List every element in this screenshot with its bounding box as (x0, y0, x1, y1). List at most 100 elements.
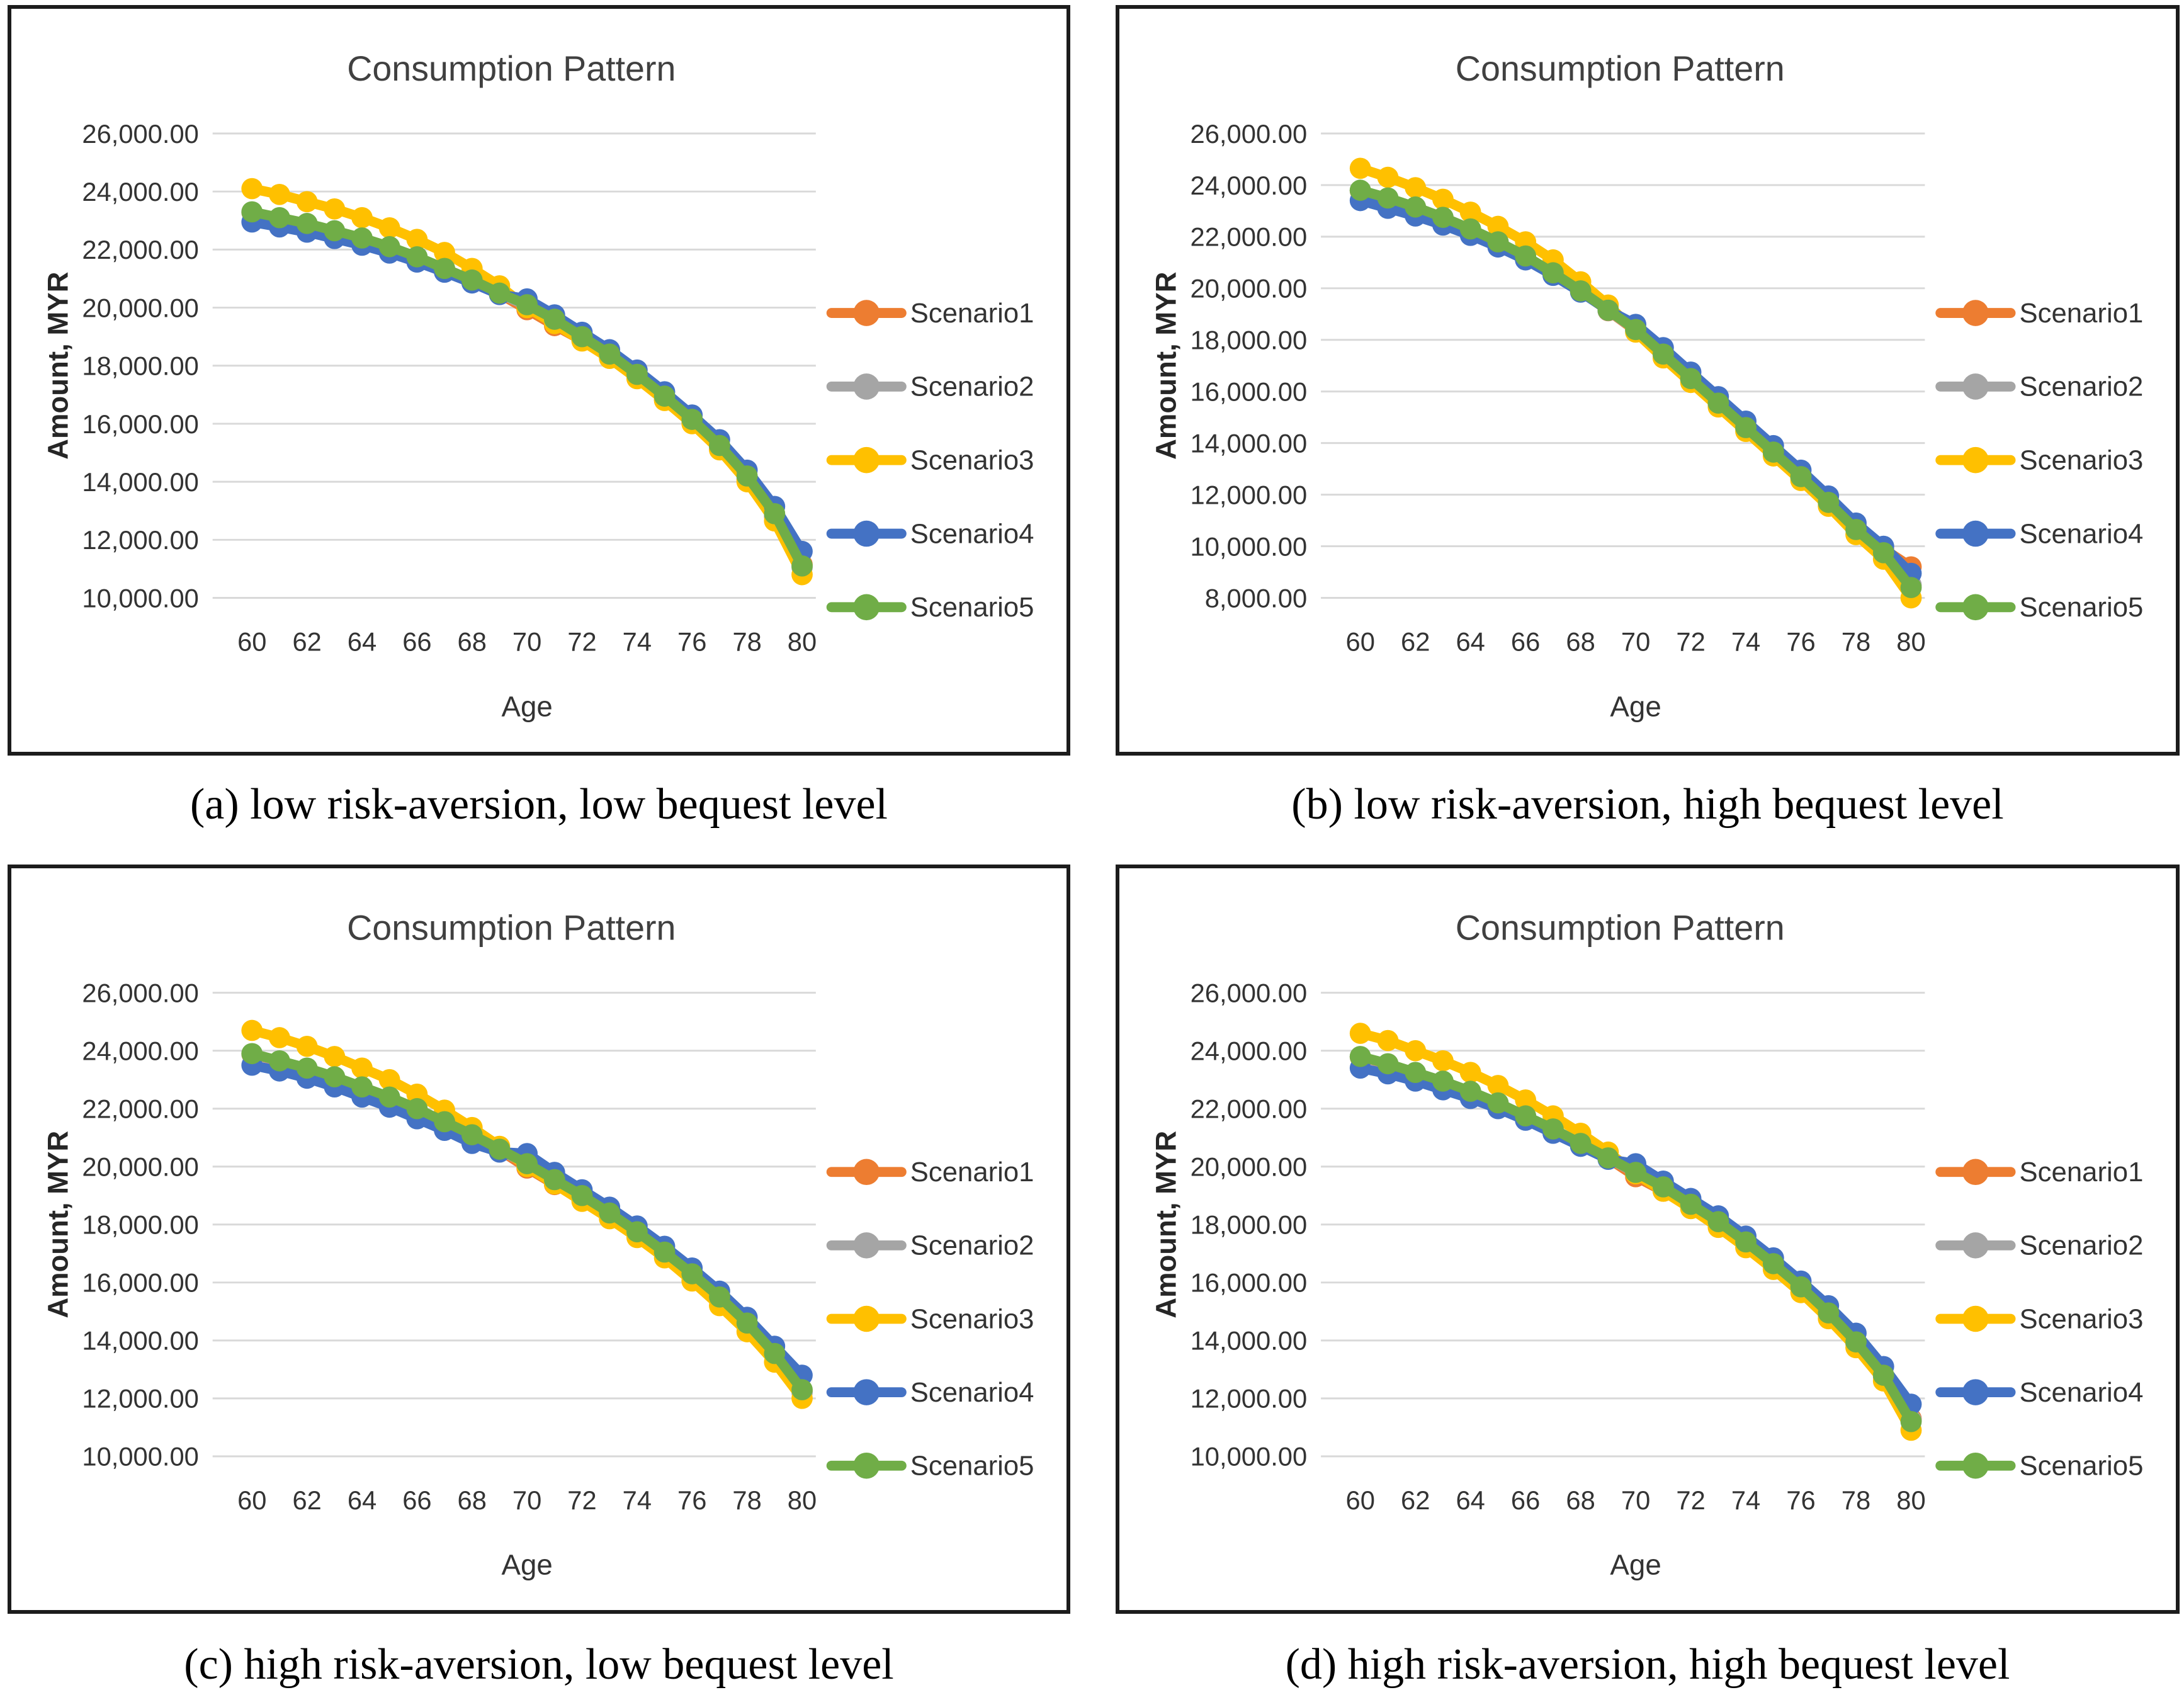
x-axis-tick-label: 78 (1842, 627, 1870, 657)
data-point-marker (1707, 392, 1729, 414)
data-point-marker (1900, 577, 1922, 598)
y-axis-tick-label: 10,000.00 (82, 583, 198, 613)
x-axis-title: Age (1610, 1549, 1661, 1581)
data-point-marker (1707, 1211, 1729, 1232)
data-point-marker (1845, 1331, 1867, 1353)
data-point-marker (1762, 1253, 1784, 1274)
series-scenario4 (1349, 1057, 1922, 1415)
legend-item-scenario4: Scenario4 (826, 1378, 1034, 1408)
series-scenario5 (1349, 179, 1922, 598)
x-axis-tick-label: 68 (1566, 1485, 1595, 1515)
data-point-marker (599, 343, 621, 365)
data-point-marker (1487, 231, 1509, 252)
legend-label: Scenario5 (2019, 1451, 2143, 1482)
legend-label: Scenario4 (2019, 1378, 2143, 1408)
data-point-marker (1377, 1053, 1399, 1075)
data-point-marker (1349, 1023, 1371, 1044)
y-axis-tick-label: 12,000.00 (1191, 480, 1308, 510)
legend-label: Scenario1 (910, 298, 1034, 329)
data-point-marker (1625, 1162, 1647, 1183)
legend-item-scenario4: Scenario4 (1935, 518, 2143, 549)
y-axis-tick-label: 22,000.00 (1191, 1094, 1308, 1124)
series-line (1355, 185, 1916, 593)
legend-label: Scenario4 (910, 1378, 1034, 1408)
data-point-marker (1818, 1302, 1840, 1324)
data-point-marker (324, 1066, 346, 1087)
y-axis-tick-label: 22,000.00 (82, 1094, 198, 1124)
x-axis-tick-label: 66 (402, 1485, 431, 1515)
data-point-marker (1818, 492, 1840, 513)
series-line (1355, 1051, 1916, 1427)
y-axis-tick-label: 14,000.00 (1191, 1326, 1308, 1356)
data-point-marker (543, 309, 565, 330)
x-axis-tick-label: 70 (1621, 1485, 1650, 1515)
y-axis-tick-label: 26,000.00 (82, 119, 198, 149)
series-scenario4 (1349, 190, 1922, 584)
chart-title: Consumption Pattern (1456, 909, 1785, 948)
legend-item-scenario2: Scenario2 (826, 372, 1034, 402)
legend-marker-dot (1962, 373, 1989, 400)
data-point-marker (1487, 215, 1509, 237)
x-axis-tick-label: 74 (623, 1485, 652, 1515)
data-point-marker (324, 220, 346, 242)
data-point-marker (1432, 1050, 1454, 1072)
series-line (1355, 1063, 1916, 1409)
x-axis-tick-label: 70 (512, 1485, 541, 1515)
y-axis-title: Amount, MYR (1150, 271, 1182, 459)
data-point-marker (1459, 218, 1481, 240)
x-axis-title: Age (502, 1549, 553, 1581)
data-point-marker (1459, 201, 1481, 223)
chart-panel-d: Consumption Pattern 10,000.00 12,000.00 14,… (1116, 865, 2180, 1614)
legend-marker-dot (853, 1379, 880, 1405)
data-point-marker (1487, 1092, 1509, 1114)
legend-label: Scenario3 (910, 1304, 1034, 1334)
data-point-marker (351, 1076, 373, 1098)
data-point-marker (764, 1342, 786, 1364)
y-axis-tick-label: 26,000.00 (82, 978, 198, 1008)
data-point-marker (1405, 177, 1427, 198)
legend-marker-dot (853, 594, 880, 621)
data-point-marker (626, 363, 648, 385)
x-axis-tick-label: 60 (1345, 627, 1374, 657)
data-point-marker (296, 1057, 318, 1079)
data-point-marker (1432, 188, 1454, 210)
x-axis-tick-label: 60 (237, 1485, 266, 1515)
x-axis-tick-label: 62 (292, 627, 321, 657)
data-point-marker (1680, 368, 1702, 390)
data-point-marker (1515, 245, 1537, 267)
data-point-marker (1542, 262, 1564, 284)
legend-marker-dot (853, 1305, 880, 1332)
data-point-marker (516, 1153, 538, 1174)
y-axis-tick-label: 22,000.00 (1191, 222, 1308, 252)
y-axis-tick-label: 12,000.00 (82, 1384, 198, 1414)
y-axis-tick-label: 24,000.00 (82, 177, 198, 207)
x-axis-tick-label: 74 (1731, 627, 1760, 657)
series-line (247, 1048, 807, 1395)
data-point-marker (736, 1312, 758, 1334)
x-axis-tick-label: 64 (348, 1485, 376, 1515)
series-line (247, 1048, 807, 1398)
legend-label: Scenario2 (2019, 371, 2143, 402)
y-axis-tick-label: 10,000.00 (1191, 1442, 1308, 1472)
data-point-marker (434, 258, 455, 280)
y-axis-tick-label: 14,000.00 (82, 1326, 198, 1356)
y-axis-tick-label: 20,000.00 (82, 1152, 198, 1182)
data-point-marker (1377, 187, 1399, 209)
legend-label: Scenario1 (2019, 1157, 2143, 1188)
series-line (247, 217, 807, 557)
data-point-marker (791, 1379, 813, 1400)
x-axis-tick-label: 62 (1401, 627, 1430, 657)
y-axis-tick-label: 20,000.00 (1191, 274, 1308, 303)
data-point-marker (241, 1019, 263, 1041)
data-point-marker (378, 1086, 400, 1108)
y-axis-tick-label: 16,000.00 (82, 409, 198, 439)
chart-panel-a: Consumption Pattern 10,000.00 12,000.00 14,… (8, 5, 1070, 756)
data-point-marker (1459, 1080, 1481, 1102)
legend-item-scenario5: Scenario5 (1935, 592, 2143, 623)
y-axis-tick-label: 26,000.00 (1191, 119, 1308, 149)
y-axis-tick-label: 20,000.00 (1191, 1152, 1308, 1182)
legend-item-scenario2: Scenario2 (1935, 371, 2143, 402)
legend-label: Scenario5 (2019, 592, 2143, 623)
series-line (1355, 185, 1916, 590)
data-point-marker (1597, 299, 1619, 321)
